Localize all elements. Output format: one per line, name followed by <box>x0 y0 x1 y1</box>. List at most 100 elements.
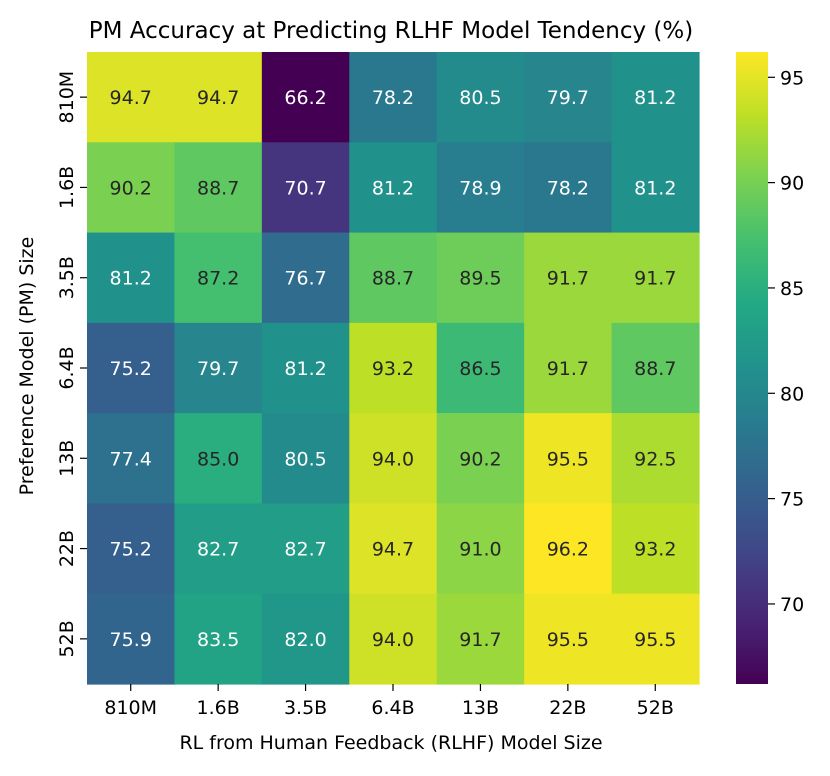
heatmap-cell-label: 90.2 <box>110 177 152 199</box>
heatmap-cell-label: 94.7 <box>372 539 414 561</box>
heatmap-cell <box>87 232 176 324</box>
heatmap-cell-label: 88.7 <box>197 177 239 199</box>
heatmap-cell-label: 95.5 <box>547 448 589 470</box>
heatmap-cell <box>524 142 613 234</box>
y-tick-label: 3.5B <box>56 256 78 299</box>
heatmap-cell-labels: 94.7 94.7 66.2 78.2 80.5 79.7 81.2 90.2 88.7 70.7… <box>110 87 677 651</box>
heatmap-cell <box>174 232 263 324</box>
heatmap-cell <box>349 322 438 414</box>
x-tick-label: 6.4B <box>371 697 414 719</box>
heatmap-cell-label: 75.9 <box>110 629 152 651</box>
heatmap-cell <box>611 593 700 685</box>
heatmap-cell <box>611 142 700 234</box>
colorbar-tick-label: 90 <box>780 173 804 195</box>
heatmap-cell-label: 86.5 <box>459 358 501 380</box>
heatmap-cell-label: 76.7 <box>284 268 326 290</box>
x-tick-label: 1.6B <box>197 697 240 719</box>
heatmap-cell-label: 90.2 <box>459 448 501 470</box>
x-tick-label: 13B <box>462 697 499 719</box>
heatmap-cell <box>87 52 176 143</box>
heatmap-cell-label: 95.5 <box>634 629 676 651</box>
heatmap-cell <box>261 503 350 595</box>
heatmap-cell <box>261 232 350 324</box>
heatmap-cell <box>436 52 525 143</box>
heatmap-cell-label: 80.5 <box>284 448 326 470</box>
heatmap-cell-label: 75.2 <box>110 539 152 561</box>
colorbar-tick-label: 85 <box>780 278 804 300</box>
heatmap-cell-label: 82.7 <box>197 539 239 561</box>
heatmap-cell <box>349 413 438 505</box>
heatmap-cell <box>436 142 525 234</box>
heatmap-cell-label: 80.5 <box>459 87 501 109</box>
heatmap-cell <box>87 413 176 505</box>
x-axis-ticks: 810M 1.6B 3.5B 6.4B 13B 22B 52B <box>104 684 674 719</box>
heatmap-cell <box>261 593 350 685</box>
heatmap-cell <box>524 52 613 143</box>
heatmap-cell <box>611 322 700 414</box>
heatmap-cells <box>87 52 700 685</box>
colorbar-tick-label: 70 <box>780 594 804 616</box>
heatmap-cell <box>436 413 525 505</box>
y-tick-label: 52B <box>56 620 78 657</box>
heatmap-cell <box>349 593 438 685</box>
heatmap-cell-label: 75.2 <box>110 358 152 380</box>
heatmap-cell <box>174 503 263 595</box>
heatmap-cell-label: 87.2 <box>197 268 239 290</box>
chart-title: PM Accuracy at Predicting RLHF Model Ten… <box>89 18 693 44</box>
heatmap-cell <box>261 322 350 414</box>
heatmap-cell <box>174 142 263 234</box>
heatmap-cell <box>261 413 350 505</box>
heatmap-cell <box>524 413 613 505</box>
colorbar-ticks: 70 75 80 85 90 95 <box>768 67 804 616</box>
heatmap-cell <box>436 232 525 324</box>
heatmap-cell-label: 93.2 <box>634 539 676 561</box>
heatmap-cell-label: 82.7 <box>284 539 326 561</box>
heatmap-cell-label: 92.5 <box>634 448 676 470</box>
heatmap-cell-label: 77.4 <box>110 448 152 470</box>
heatmap-cell <box>611 503 700 595</box>
y-tick-label: 810M <box>56 71 78 124</box>
heatmap-cell-label: 81.2 <box>372 177 414 199</box>
heatmap-cell <box>349 232 438 324</box>
heatmap-cell-label: 78.2 <box>547 177 589 199</box>
x-tick-label: 3.5B <box>284 697 327 719</box>
heatmap-cell-label: 96.2 <box>547 539 589 561</box>
heatmap-cell-label: 95.5 <box>547 629 589 651</box>
heatmap-cell-label: 83.5 <box>197 629 239 651</box>
heatmap-cell <box>524 322 613 414</box>
y-tick-label: 1.6B <box>56 166 78 209</box>
heatmap-cell-label: 91.7 <box>547 268 589 290</box>
heatmap-cell-label: 91.0 <box>459 539 501 561</box>
y-axis-label: Preference Model (PM) Size <box>16 237 38 496</box>
heatmap-cell-label: 79.7 <box>197 358 239 380</box>
heatmap-cell <box>174 413 263 505</box>
heatmap-cell-label: 81.2 <box>284 358 326 380</box>
heatmap-cell-label: 82.0 <box>284 629 326 651</box>
x-axis-label: RL from Human Feedback (RLHF) Model Size <box>179 732 602 754</box>
heatmap-cell-label: 94.0 <box>372 629 414 651</box>
colorbar-tick-label: 95 <box>780 67 804 89</box>
x-tick-label: 22B <box>549 697 586 719</box>
heatmap-cell-label: 91.7 <box>634 268 676 290</box>
heatmap-cell <box>87 142 176 234</box>
y-tick-label: 13B <box>56 440 78 477</box>
heatmap-cell-label: 94.7 <box>197 87 239 109</box>
heatmap-cell-label: 85.0 <box>197 448 239 470</box>
heatmap-cell <box>174 322 263 414</box>
x-tick-label: 810M <box>104 697 157 719</box>
x-tick-label: 52B <box>637 697 674 719</box>
heatmap-cell <box>261 142 350 234</box>
heatmap-cell-label: 94.0 <box>372 448 414 470</box>
heatmap-cell-label: 94.7 <box>110 87 152 109</box>
heatmap-cell <box>87 593 176 685</box>
heatmap-cell-label: 81.2 <box>110 268 152 290</box>
heatmap-cell-label: 81.2 <box>634 177 676 199</box>
heatmap-cell <box>261 52 350 143</box>
heatmap-cell-label: 88.7 <box>634 358 676 380</box>
heatmap-cell-label: 89.5 <box>459 268 501 290</box>
heatmap-cell <box>436 322 525 414</box>
heatmap-cell <box>174 593 263 685</box>
heatmap-cell <box>524 593 613 685</box>
y-tick-label: 6.4B <box>56 346 78 389</box>
heatmap-cell-label: 66.2 <box>284 87 326 109</box>
